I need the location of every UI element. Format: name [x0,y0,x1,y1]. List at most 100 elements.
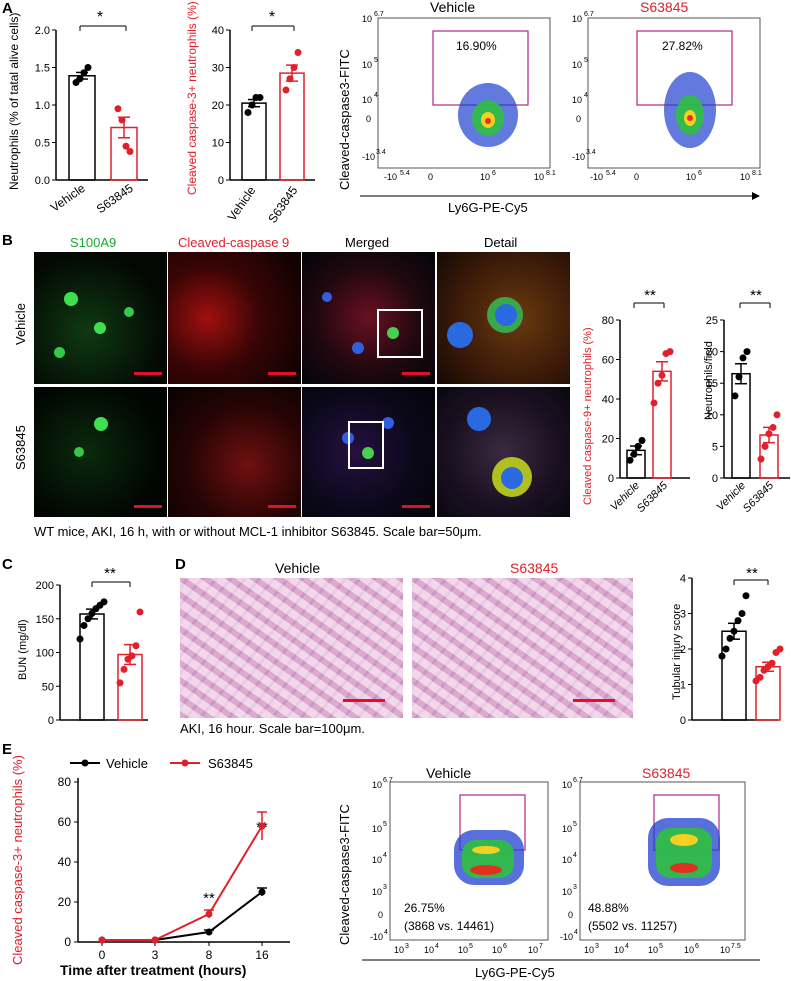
svg-text:6.7: 6.7 [374,11,384,18]
data-point [116,679,124,687]
svg-text:10: 10 [528,945,538,955]
data-point [294,49,302,56]
svg-text:10: 10 [572,95,582,105]
svg-text:4: 4 [625,943,629,950]
b-img-vehicle-detail [437,252,570,384]
svg-text:6: 6 [698,170,702,177]
e-xtick-label: 16 [255,948,269,962]
data-point [84,64,92,71]
e-ytick-label: 80 [58,775,72,789]
svg-text:10: 10 [534,172,544,182]
data-point [282,86,290,94]
data-point [118,116,126,124]
data-point [658,371,666,379]
svg-text:0: 0 [576,114,581,124]
b1-ylabel: Cleaved caspase-9+ neutrophils (%) [582,327,594,505]
svg-text:6.7: 6.7 [584,11,594,18]
svg-text:4: 4 [574,929,578,936]
svg-text:5: 5 [374,57,378,64]
a2-xtick-s63845: S63845 [265,183,300,225]
svg-text:7.5: 7.5 [731,943,741,950]
svg-text:10: 10 [572,14,582,24]
svg-text:6.7: 6.7 [383,777,393,784]
data-point [756,673,764,681]
svg-text:10: 10 [480,172,490,182]
d-img-s63845-histology [412,578,633,718]
svg-text:10: 10 [458,945,468,955]
svg-text:5: 5 [383,821,387,828]
a-flow-xlabel: Ly6G-PE-Cy5 [448,200,528,215]
a1-xtick-vehicle: Vehicle [48,181,88,215]
e-ytick-label: 60 [58,815,72,829]
data-point [122,142,130,150]
svg-text:3: 3 [595,943,599,950]
b-col-cleaved-casp9: Cleaved-caspase 9 [178,235,289,250]
svg-text:10: 10 [562,824,572,834]
ytick-label: 150 [36,614,54,626]
data-point [638,436,646,444]
ytick-label: 5 [712,441,718,453]
svg-text:-10: -10 [572,152,585,162]
a2-xtick-vehicle: Vehicle [225,183,259,223]
e-series-line-s63845 [102,825,263,941]
data-point [626,456,634,464]
b-col-s100a9: S100A9 [70,235,116,250]
svg-text:0: 0 [366,114,371,124]
svg-text:3: 3 [405,943,409,950]
e-flow-xlabel: Ly6G-PE-Cy5 [475,965,555,980]
b2-xtick-s63845: S63845 [741,479,777,515]
d-caption: AKI, 16 hour. Scale bar=100μm. [180,721,365,736]
ytick-label: 20 [602,434,614,446]
svg-text:10: 10 [562,780,572,790]
e-flow-ratio-s63845: (5502 vs. 11257) [588,919,677,933]
data-point [256,94,264,101]
svg-text:3: 3 [573,884,577,891]
svg-text:10: 10 [362,60,372,70]
ytick-label: 1 [680,680,686,692]
bar-vehicle [79,613,105,721]
b2-sig: ** [750,287,762,304]
c-ylabel: BUN (mg/dl) [17,619,29,680]
bar-vehicle [68,75,96,181]
data-point [738,610,746,617]
a1-xtick-s63845: S63845 [94,181,136,216]
svg-text:6: 6 [503,943,507,950]
data-point [244,109,252,116]
ytick-label: 3 [680,609,686,621]
d-title-s63845: S63845 [510,560,558,576]
svg-text:-10: -10 [370,932,383,942]
data-point [726,634,734,642]
ytick-label: 40 [602,394,614,406]
a-flow-plot-vehicle [377,17,551,169]
bar-s63845 [652,370,672,479]
e-series-point [98,936,106,944]
svg-text:0: 0 [428,172,433,182]
ytick-label: 100 [36,648,54,660]
e-series-line-vehicle [102,891,263,941]
svg-text:6.7: 6.7 [573,777,583,784]
data-point [650,399,658,407]
ytick-label: 30 [212,63,224,75]
svg-text:10: 10 [684,945,694,955]
a-flow-gate-pct-vehicle: 16.90% [456,39,497,53]
svg-text:10: 10 [572,60,582,70]
e-legend-s63845: S63845 [208,756,253,771]
svg-text:10: 10 [562,855,572,865]
c-sig: ** [104,565,116,582]
data-point [634,442,642,450]
svg-text:-10: -10 [590,172,603,182]
svg-text:0: 0 [378,910,383,920]
svg-text:7: 7 [539,943,543,950]
data-point [776,645,784,653]
svg-text:10: 10 [372,887,382,897]
data-point [768,659,776,667]
data-point [132,642,140,650]
e-flow-ratio-vehicle: (3868 vs. 14461) [404,919,494,933]
b1-xtick-s63845: S63845 [635,479,671,515]
svg-text:5.4: 5.4 [400,170,410,177]
data-point [80,69,88,77]
data-point [286,75,294,83]
panel-label-d: D [175,556,186,573]
b-row-s63845: S63845 [13,425,28,470]
panel-label-e: E [2,741,13,758]
